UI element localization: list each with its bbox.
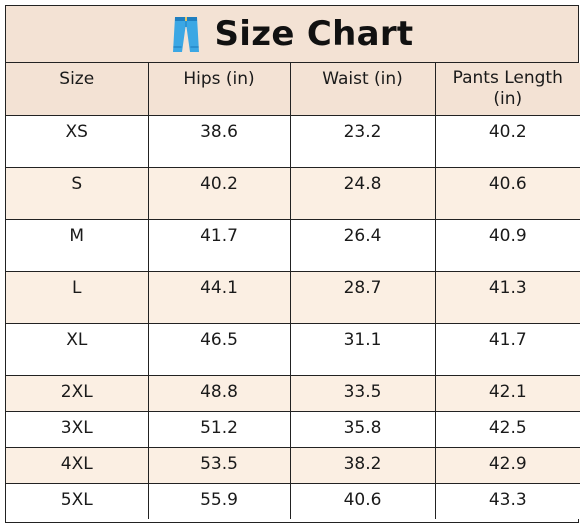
cell-length: 42.9 bbox=[434, 446, 580, 484]
cell-size: 3XL bbox=[6, 410, 149, 448]
cell-hips: 48.8 bbox=[147, 374, 291, 412]
cell-waist: 35.8 bbox=[289, 410, 436, 448]
column-header-hips: Hips (in) bbox=[147, 63, 291, 116]
table-row: 5XL 55.9 40.6 43.3 bbox=[6, 482, 580, 519]
table-row: 4XL 53.5 38.2 42.9 bbox=[6, 446, 580, 484]
cell-size: 4XL bbox=[6, 446, 149, 484]
cell-hips: 51.2 bbox=[147, 410, 291, 448]
size-table: Size Hips (in) Waist (in) Pants Length (… bbox=[6, 63, 580, 519]
cell-length: 40.9 bbox=[434, 218, 580, 272]
cell-waist: 31.1 bbox=[289, 322, 436, 376]
cell-size: 2XL bbox=[6, 374, 149, 412]
cell-hips: 55.9 bbox=[147, 482, 291, 519]
cell-hips: 38.6 bbox=[147, 115, 291, 168]
table-header-row: Size Hips (in) Waist (in) Pants Length (… bbox=[6, 63, 580, 116]
table-row: 2XL 48.8 33.5 42.1 bbox=[6, 374, 580, 412]
column-header-waist: Waist (in) bbox=[289, 63, 436, 116]
table-row: 3XL 51.2 35.8 42.5 bbox=[6, 410, 580, 448]
title-bar: Size Chart bbox=[6, 6, 578, 63]
cell-waist: 33.5 bbox=[289, 374, 436, 412]
cell-size: XL bbox=[6, 322, 149, 376]
cell-size: 5XL bbox=[6, 482, 149, 519]
cell-size: XS bbox=[6, 115, 149, 168]
cell-length: 42.5 bbox=[434, 410, 580, 448]
cell-length: 41.7 bbox=[434, 322, 580, 376]
cell-waist: 40.6 bbox=[289, 482, 436, 519]
cell-length: 42.1 bbox=[434, 374, 580, 412]
cell-size: S bbox=[6, 166, 149, 220]
table-row: S 40.2 24.8 40.6 bbox=[6, 166, 580, 220]
table-row: M 41.7 26.4 40.9 bbox=[6, 218, 580, 272]
cell-waist: 24.8 bbox=[289, 166, 436, 220]
page-title: Size Chart bbox=[214, 14, 414, 54]
cell-size: L bbox=[6, 270, 149, 324]
cell-length: 43.3 bbox=[434, 482, 580, 519]
table-row: XL 46.5 31.1 41.7 bbox=[6, 322, 580, 376]
size-chart: Size Chart Size Hips (in) Waist (in) Pan… bbox=[5, 5, 580, 523]
column-header-size: Size bbox=[6, 63, 149, 116]
cell-hips: 53.5 bbox=[147, 446, 291, 484]
cell-length: 40.2 bbox=[434, 115, 580, 168]
table-row: L 44.1 28.7 41.3 bbox=[6, 270, 580, 324]
cell-length: 41.3 bbox=[434, 270, 580, 324]
cell-waist: 28.7 bbox=[289, 270, 436, 324]
cell-hips: 46.5 bbox=[147, 322, 291, 376]
cell-length: 40.6 bbox=[434, 166, 580, 220]
cell-waist: 23.2 bbox=[289, 115, 436, 168]
table-row: XS 38.6 23.2 40.2 bbox=[6, 115, 580, 168]
column-header-pants-length: Pants Length (in) bbox=[434, 63, 580, 116]
cell-waist: 38.2 bbox=[289, 446, 436, 484]
cell-hips: 44.1 bbox=[147, 270, 291, 324]
jeans-icon bbox=[172, 17, 199, 52]
cell-hips: 40.2 bbox=[147, 166, 291, 220]
cell-size: M bbox=[6, 218, 149, 272]
cell-waist: 26.4 bbox=[289, 218, 436, 272]
cell-hips: 41.7 bbox=[147, 218, 291, 272]
